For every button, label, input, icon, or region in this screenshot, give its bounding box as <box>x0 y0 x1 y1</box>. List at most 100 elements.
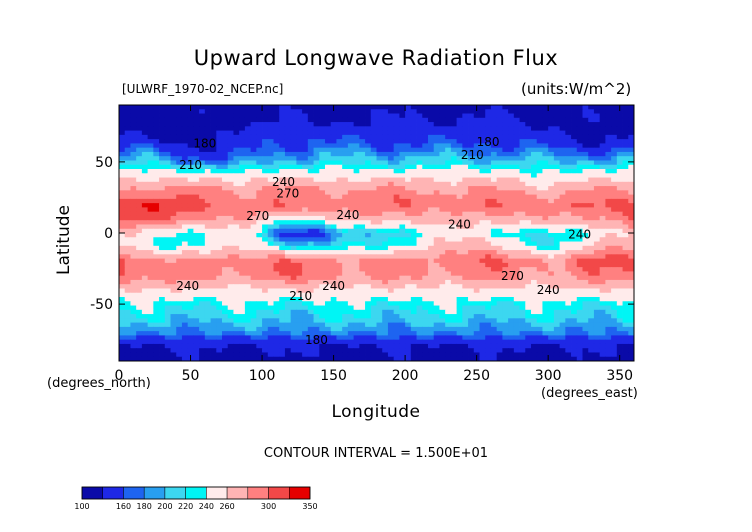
heatmap-cell <box>365 194 372 200</box>
heatmap-cell <box>565 254 572 259</box>
heatmap-cell <box>159 245 166 251</box>
heatmap-cell <box>456 331 463 336</box>
heatmap-cell <box>330 284 337 289</box>
heatmap-cell <box>393 130 400 136</box>
heatmap-cell <box>439 147 446 153</box>
heatmap-cell <box>588 147 595 153</box>
heatmap-cell <box>336 190 343 195</box>
heatmap-cell <box>359 173 366 178</box>
heatmap-cell <box>262 262 269 268</box>
heatmap-cell <box>325 322 332 328</box>
heatmap-cell <box>222 105 229 110</box>
heatmap-cell <box>159 181 166 187</box>
heatmap-cell <box>170 314 177 319</box>
heatmap-cell <box>147 279 154 285</box>
heatmap-cell <box>473 156 480 161</box>
heatmap-cell <box>307 186 314 191</box>
heatmap-cell <box>147 143 154 149</box>
heatmap-cell <box>256 301 263 306</box>
heatmap-cell <box>599 177 606 183</box>
heatmap-cell <box>170 271 177 277</box>
heatmap-cell <box>222 173 229 178</box>
heatmap-cell <box>284 203 292 208</box>
heatmap-cell <box>536 194 543 200</box>
heatmap-cell <box>502 335 509 341</box>
heatmap-cell <box>307 211 314 217</box>
heatmap-cell <box>611 215 618 221</box>
heatmap-cell <box>216 292 223 298</box>
heatmap-cell <box>399 130 406 136</box>
heatmap-cell <box>553 207 561 213</box>
heatmap-cell <box>410 169 417 174</box>
heatmap-cell <box>353 181 360 187</box>
heatmap-cell <box>319 147 326 153</box>
heatmap-cell <box>210 288 217 294</box>
heatmap-cell <box>359 211 366 217</box>
heatmap-cell <box>445 181 452 187</box>
heatmap-cell <box>582 228 589 234</box>
heatmap-cell <box>439 130 446 136</box>
heatmap-cell <box>616 207 623 213</box>
heatmap-cell <box>176 173 183 178</box>
heatmap-cell <box>124 305 131 311</box>
heatmap-cell <box>605 164 612 170</box>
heatmap-cell <box>490 245 498 251</box>
heatmap-cell <box>622 198 629 204</box>
heatmap-cell <box>542 322 549 328</box>
heatmap-cell <box>433 271 440 277</box>
heatmap-cell <box>147 241 154 247</box>
heatmap-cell <box>159 113 166 119</box>
heatmap-cell <box>199 190 206 195</box>
heatmap-cell <box>164 262 171 268</box>
heatmap-cell <box>365 233 372 238</box>
heatmap-cell <box>571 297 578 302</box>
heatmap-cell <box>376 134 383 140</box>
heatmap-cell <box>210 143 217 149</box>
heatmap-cell <box>359 267 366 272</box>
heatmap-cell <box>519 245 526 251</box>
heatmap-cell <box>124 326 131 332</box>
heatmap-cell <box>559 220 566 225</box>
heatmap-cell <box>239 224 246 230</box>
heatmap-cell <box>450 186 458 191</box>
heatmap-cell <box>124 215 131 221</box>
heatmap-cell <box>284 207 292 213</box>
heatmap-cell <box>153 164 160 170</box>
heatmap-cell <box>336 297 343 302</box>
heatmap-cell <box>502 117 509 123</box>
heatmap-cell <box>141 211 149 217</box>
heatmap-cell <box>256 297 263 302</box>
heatmap-cell <box>405 314 412 319</box>
heatmap-cell <box>307 203 314 208</box>
heatmap-cell <box>542 113 549 119</box>
heatmap-cell <box>359 130 366 136</box>
heatmap-cell <box>559 284 566 289</box>
heatmap-cell <box>153 215 160 221</box>
heatmap-cell <box>605 186 612 191</box>
heatmap-cell <box>553 211 561 217</box>
heatmap-cell <box>599 262 606 268</box>
heatmap-cell <box>468 301 475 306</box>
heatmap-cell <box>468 194 475 200</box>
heatmap-cell <box>462 198 469 204</box>
heatmap-cell <box>222 207 229 213</box>
heatmap-cell <box>119 233 126 238</box>
heatmap-cell <box>319 322 326 328</box>
heatmap-cell <box>313 224 320 230</box>
heatmap-cell <box>210 105 217 110</box>
heatmap-cell <box>582 224 589 230</box>
heatmap-cell <box>479 194 486 200</box>
heatmap-cell <box>199 143 206 149</box>
heatmap-cell <box>599 241 606 247</box>
heatmap-cell <box>508 105 515 110</box>
heatmap-cell <box>376 250 383 255</box>
heatmap-cell <box>462 322 469 328</box>
heatmap-cell <box>302 143 309 149</box>
heatmap-cell <box>210 139 217 144</box>
heatmap-cell <box>181 228 189 234</box>
heatmap-cell <box>565 288 572 294</box>
heatmap-cell <box>233 279 240 285</box>
heatmap-cell <box>119 122 126 127</box>
heatmap-cell <box>553 292 561 298</box>
heatmap-cell <box>571 126 578 131</box>
